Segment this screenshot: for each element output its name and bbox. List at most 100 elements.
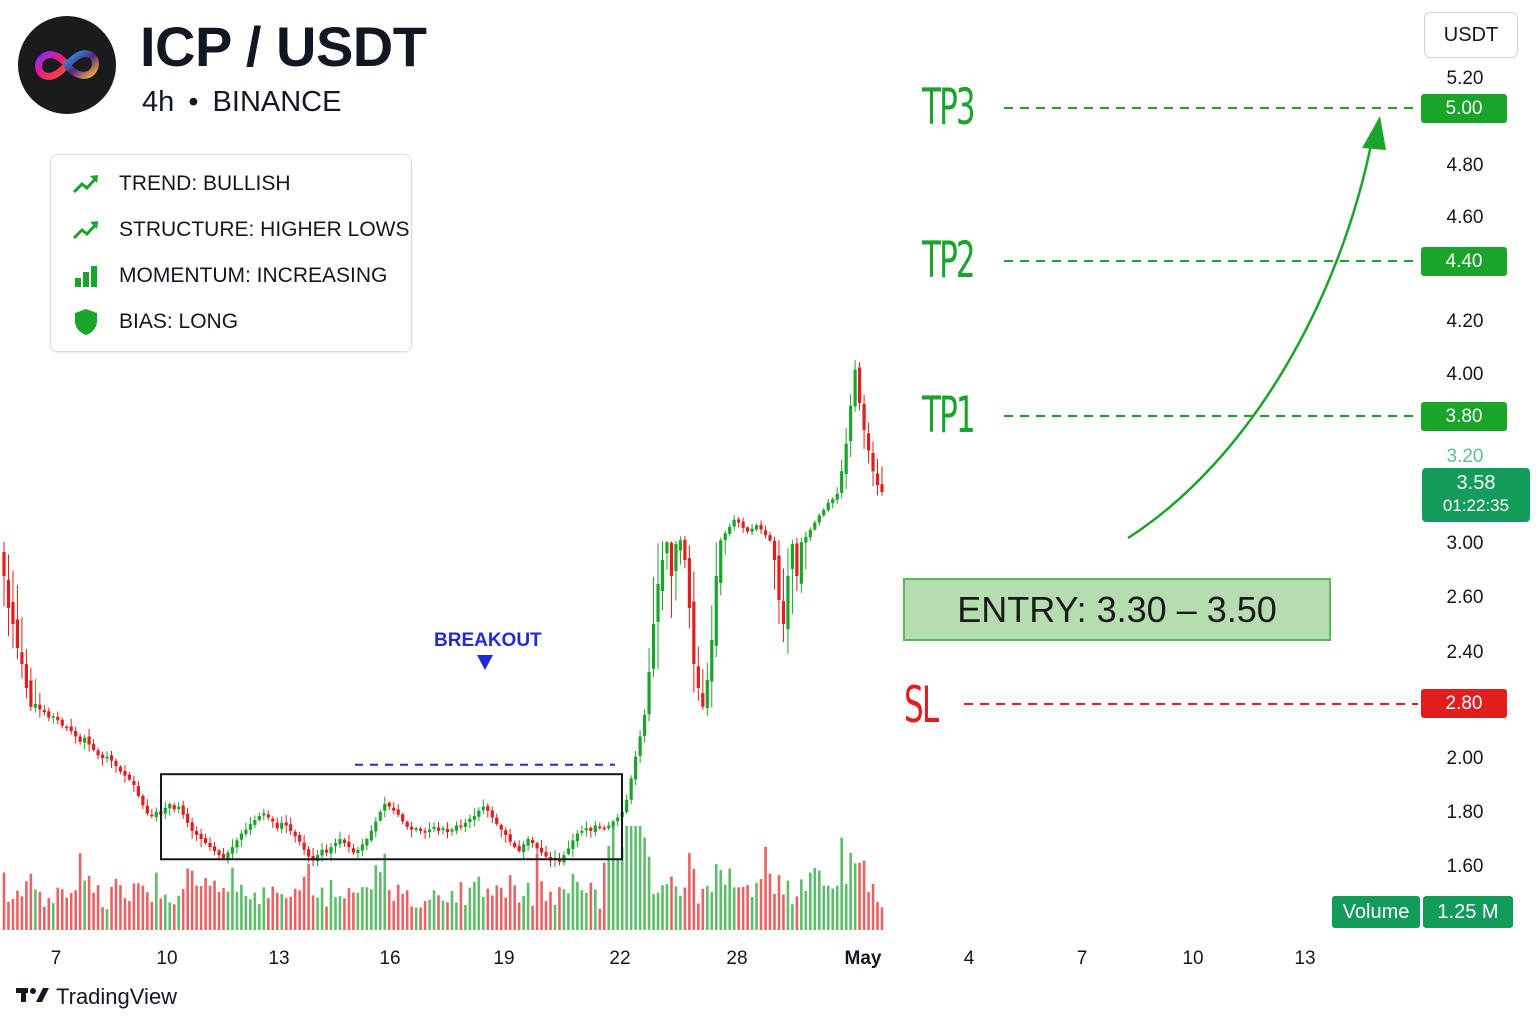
- candle-body: [629, 778, 633, 800]
- candle-body: [410, 826, 414, 830]
- volume-bar: [638, 826, 642, 930]
- volume-bar: [387, 890, 391, 930]
- candle-body: [759, 524, 763, 530]
- volume-bar: [401, 893, 404, 930]
- candle-body: [746, 527, 750, 532]
- candlesticks: [2, 360, 884, 868]
- volume-bar: [29, 873, 33, 930]
- sl-price-tag: 2.80: [1421, 689, 1507, 718]
- candle-body: [638, 736, 642, 756]
- candle-body: [835, 493, 839, 500]
- volume-bar: [701, 888, 705, 930]
- candle-body: [463, 822, 467, 827]
- candle-body: [674, 544, 678, 572]
- candle-body: [405, 821, 409, 827]
- volume-bar: [432, 890, 436, 930]
- volume-bar: [396, 884, 400, 930]
- volume-bar: [123, 898, 127, 930]
- candle-body: [181, 805, 185, 815]
- volume-bar: [329, 879, 333, 930]
- candle-body: [692, 601, 696, 664]
- candle-body: [257, 816, 261, 821]
- volume-bar: [141, 885, 145, 930]
- time-axis-label: 7: [1076, 948, 1088, 969]
- candle-body: [737, 519, 741, 523]
- time-axis-label: 4: [963, 948, 975, 969]
- candle-body: [441, 828, 445, 830]
- volume-bar: [190, 870, 194, 930]
- candle-body: [719, 540, 723, 583]
- volume-bar: [455, 902, 458, 930]
- candle-body: [262, 813, 266, 816]
- candle-body: [2, 552, 6, 576]
- volume-bar: [284, 898, 288, 930]
- volume-bar: [482, 896, 485, 930]
- candle-body: [100, 754, 105, 758]
- annotations-layer: [160, 116, 1386, 861]
- candle-body: [60, 719, 64, 726]
- candle-body: [351, 848, 356, 853]
- separator: •: [188, 86, 199, 118]
- candle-body: [11, 601, 15, 624]
- breakout-arrow-icon: [477, 655, 493, 670]
- candle-body: [145, 805, 149, 814]
- candle-body: [436, 827, 441, 831]
- volume-bar: [580, 890, 584, 930]
- candle-body: [539, 847, 544, 853]
- candle-body: [468, 818, 472, 823]
- volume-bar: [271, 886, 275, 930]
- candle-body: [678, 540, 683, 551]
- candle-body: [392, 807, 396, 811]
- volume-bar: [513, 885, 516, 930]
- axis-price-label: 1.60: [1446, 856, 1484, 877]
- tradingview-brand[interactable]: TradingView: [16, 984, 177, 1010]
- volume-bar: [374, 865, 378, 930]
- volume-bar: [38, 891, 42, 930]
- sl-label: SL: [904, 676, 939, 734]
- volume-bar: [405, 890, 409, 930]
- volume-bar: [831, 888, 835, 930]
- axis-price-label: 2.60: [1446, 587, 1484, 608]
- volume-bar: [750, 896, 754, 930]
- candle-body: [522, 844, 526, 853]
- volume-bar: [249, 899, 252, 930]
- volume-bar: [186, 868, 189, 930]
- candle-body: [642, 714, 647, 736]
- volume-bar: [231, 867, 234, 930]
- candle-body: [208, 842, 212, 848]
- volume-bar: [244, 895, 248, 930]
- candle-body: [530, 840, 535, 844]
- volume-bar: [504, 897, 508, 930]
- candle-body: [607, 825, 611, 829]
- currency-button[interactable]: USDT: [1424, 12, 1518, 58]
- candle-body: [804, 536, 808, 543]
- brand-name: TradingView: [56, 984, 178, 1009]
- volume-bar: [258, 903, 261, 930]
- candle-body: [87, 736, 91, 745]
- volume-bar: [275, 892, 279, 930]
- volume-bar: [240, 884, 243, 930]
- volume-bar: [876, 901, 879, 930]
- bar-chart-icon: [71, 262, 101, 290]
- candle-body: [714, 576, 718, 646]
- time-axis-label: 16: [379, 948, 401, 969]
- volume-bar: [105, 909, 109, 930]
- volume-bar: [352, 892, 355, 930]
- volume-bar: [697, 903, 700, 930]
- volume-bar: [773, 893, 776, 930]
- candle-body: [414, 828, 418, 830]
- volume-bar: [598, 908, 602, 930]
- candle-body: [593, 825, 597, 832]
- volume-bar: [119, 885, 122, 930]
- time-axis-label: 13: [268, 948, 290, 969]
- volume-bar: [441, 900, 445, 930]
- volume-bar: [535, 853, 539, 930]
- time-axis-label: May: [844, 948, 882, 969]
- candle-body: [333, 843, 338, 846]
- volume-bar: [83, 880, 86, 930]
- volume-bar: [526, 882, 530, 930]
- volume-bar: [343, 898, 346, 930]
- candle-body: [212, 846, 217, 852]
- axis-price-label: 4.00: [1446, 364, 1484, 385]
